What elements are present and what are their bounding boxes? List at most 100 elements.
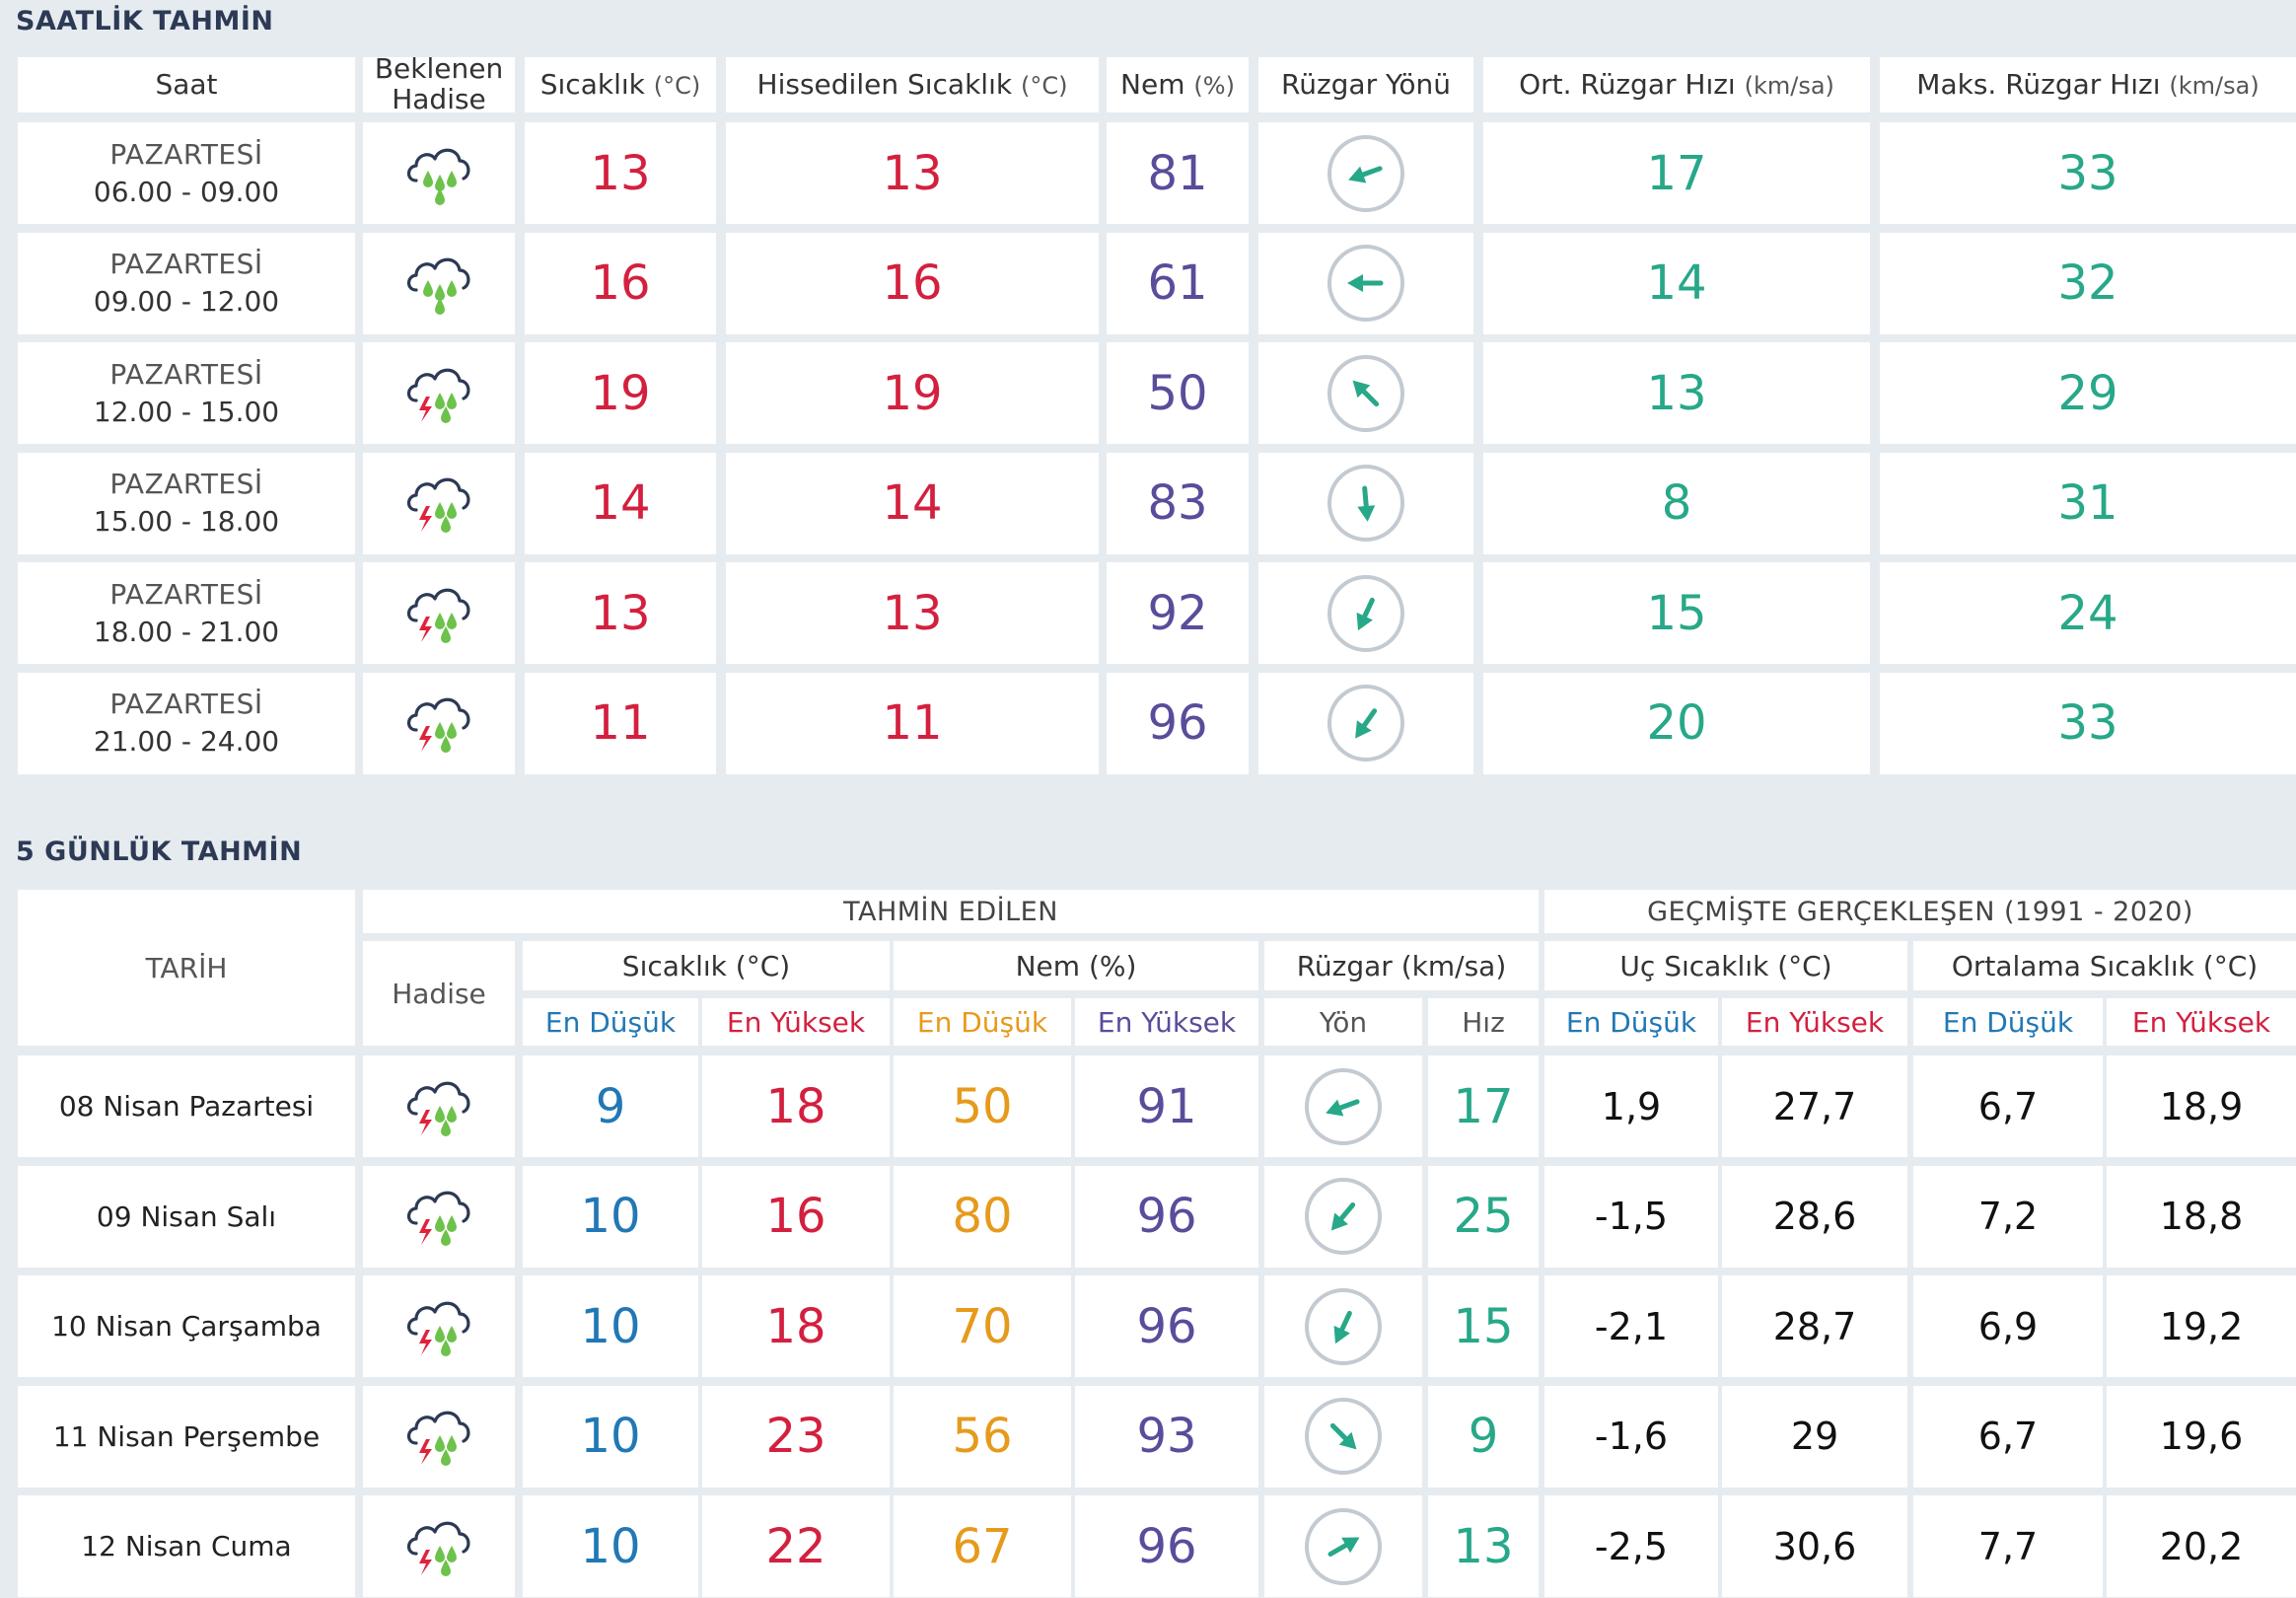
daily-avg-low-value: 6,9 [1977, 1304, 2039, 1348]
daily-hum-high-value: 91 [1136, 1078, 1197, 1134]
hourly-humidity: 61 [1107, 232, 1249, 334]
daily-ext-low-value: -1,6 [1594, 1415, 1669, 1458]
header-temp-high-label: En Yüksek [726, 1005, 866, 1039]
daily-ext-low: -2,1 [1544, 1275, 1718, 1377]
header-history-group: GEÇMİŞTE GERÇEKLEŞEN (1991 - 2020) [1544, 890, 2296, 933]
daily-event-cell [363, 1275, 515, 1377]
hourly-humidity-value: 50 [1147, 365, 1208, 421]
daily-temp-high-value: 16 [765, 1189, 826, 1244]
hourly-temperature: 14 [525, 452, 716, 554]
hourly-feels-like: 14 [726, 452, 1099, 554]
daily-ext-low-value: -2,5 [1594, 1524, 1669, 1568]
daily-hum-high-value: 96 [1136, 1518, 1197, 1574]
daily-event-cell [363, 1495, 515, 1597]
header-forecast-group-label: TAHMİN EDİLEN [843, 896, 1058, 927]
hourly-max-wind: 32 [1880, 232, 2296, 334]
hourly-max-wind: 31 [1880, 452, 2296, 554]
hourly-max-wind-value: 31 [2057, 475, 2118, 531]
daily-wind-direction [1264, 1495, 1422, 1597]
hourly-max-wind-value: 33 [2057, 145, 2118, 201]
hourly-avg-wind: 13 [1483, 342, 1870, 444]
hourly-event-cell [363, 452, 515, 554]
header-avg-wind-label: Ort. Rüzgar Hızı [1519, 67, 1736, 101]
hourly-feels-like: 11 [726, 672, 1099, 774]
header-date: TARİH [18, 890, 355, 1046]
hourly-feels-like-value: 13 [882, 585, 943, 641]
daily-wind-speed-value: 9 [1468, 1409, 1499, 1464]
rain-icon [406, 257, 470, 315]
hourly-avg-wind: 14 [1483, 232, 1870, 334]
hourly-avg-wind-value: 15 [1646, 585, 1707, 641]
hourly-event-cell [363, 562, 515, 664]
header-time: Saat [18, 57, 355, 112]
hourly-temperature: 13 [525, 562, 716, 664]
hourly-avg-wind-value: 17 [1646, 145, 1707, 201]
header-feels-like-label: Hissedilen Sıcaklık [756, 67, 1013, 101]
header-avg-high: En Yüksek [2107, 998, 2296, 1046]
header-wind-direction-label: Rüzgar Yönü [1281, 67, 1451, 101]
hourly-max-wind: 33 [1880, 672, 2296, 774]
daily-date-label: 11 Nisan Perşembe [52, 1419, 321, 1453]
daily-hum-low-value: 80 [952, 1189, 1013, 1244]
hourly-day: PAZARTESİ [109, 137, 263, 171]
header-forecast-group: TAHMİN EDİLEN [363, 890, 1539, 933]
daily-avg-high-value: 18,8 [2159, 1195, 2244, 1238]
hourly-feels-like-value: 11 [882, 695, 943, 751]
daily-temp-low: 9 [523, 1055, 698, 1157]
daily-ext-low: -2,5 [1544, 1495, 1718, 1597]
daily-ext-high: 29 [1722, 1385, 1907, 1488]
hourly-time-range: 06.00 - 09.00 [93, 175, 280, 208]
header-max-wind-label: Maks. Rüzgar Hızı [1916, 67, 2161, 101]
thunderstorm-icon [406, 368, 470, 423]
header-temp-low: En Düşük [523, 998, 698, 1046]
hourly-time-range: 15.00 - 18.00 [93, 505, 280, 538]
hourly-feels-like: 16 [726, 232, 1099, 334]
header-avg-low-label: En Düşük [1942, 1005, 2074, 1039]
wind-direction-icon [1305, 1507, 1382, 1585]
daily-hum-high: 96 [1075, 1165, 1258, 1268]
header-max-wind-text: Maks. Rüzgar Hızı (km/sa) [1916, 67, 2259, 101]
daily-date-label: 10 Nisan Çarşamba [51, 1310, 322, 1343]
daily-temp-low: 10 [523, 1385, 698, 1488]
header-date-label: TARİH [145, 951, 228, 984]
rain-icon [406, 148, 470, 205]
hourly-event-cell [363, 232, 515, 334]
header-temperature-label: Sıcaklık (°C) [621, 949, 791, 982]
daily-ext-high: 28,6 [1722, 1165, 1907, 1268]
daily-temp-low-value: 9 [595, 1078, 626, 1134]
header-time-label: Saat [155, 67, 218, 101]
thunderstorm-icon [406, 1301, 470, 1356]
daily-temp-high: 18 [702, 1055, 890, 1157]
daily-section-title: 5 GÜNLÜK TAHMİN [16, 836, 303, 867]
daily-hum-low-value: 70 [952, 1298, 1013, 1354]
header-humidity: Nem (%) [1107, 57, 1249, 112]
daily-wind-direction [1264, 1275, 1422, 1377]
hourly-avg-wind-value: 13 [1646, 365, 1707, 421]
hourly-wind-direction [1258, 232, 1473, 334]
header-extreme-temperature-label: Uç Sıcaklık (°C) [1619, 949, 1832, 982]
daily-date-label: 12 Nisan Cuma [81, 1530, 292, 1562]
daily-wind-speed: 15 [1428, 1275, 1539, 1377]
hourly-wind-direction [1258, 562, 1473, 664]
daily-ext-low: -1,5 [1544, 1165, 1718, 1268]
header-feels-like: Hissedilen Sıcaklık (°C) [726, 57, 1099, 112]
daily-temp-low-value: 10 [580, 1518, 641, 1574]
header-hum-high-label: En Yüksek [1097, 1005, 1237, 1039]
daily-avg-low-value: 6,7 [1977, 1084, 2039, 1128]
header-avg-wind-unit: (km/sa) [1744, 71, 1834, 100]
thunderstorm-icon [406, 588, 470, 643]
header-average-temperature: Ortalama Sıcaklık (°C) [1913, 941, 2296, 990]
daily-ext-high-value: 30,6 [1772, 1524, 1857, 1568]
hourly-temperature-value: 19 [590, 365, 651, 421]
hourly-humidity-value: 61 [1147, 255, 1208, 311]
hourly-temperature-value: 16 [590, 255, 651, 311]
hourly-wind-direction [1258, 452, 1473, 554]
header-hum-high: En Yüksek [1075, 998, 1258, 1046]
header-event-label: Hadise [392, 977, 486, 1010]
header-history-group-label: GEÇMİŞTE GERÇEKLEŞEN (1991 - 2020) [1647, 896, 2193, 927]
daily-ext-high: 30,6 [1722, 1495, 1907, 1597]
daily-hum-low-value: 67 [952, 1518, 1013, 1574]
header-event: Beklenen Hadise [363, 53, 515, 114]
header-humidity-label: Nem (%) [1015, 949, 1137, 982]
daily-temp-low: 10 [523, 1165, 698, 1268]
